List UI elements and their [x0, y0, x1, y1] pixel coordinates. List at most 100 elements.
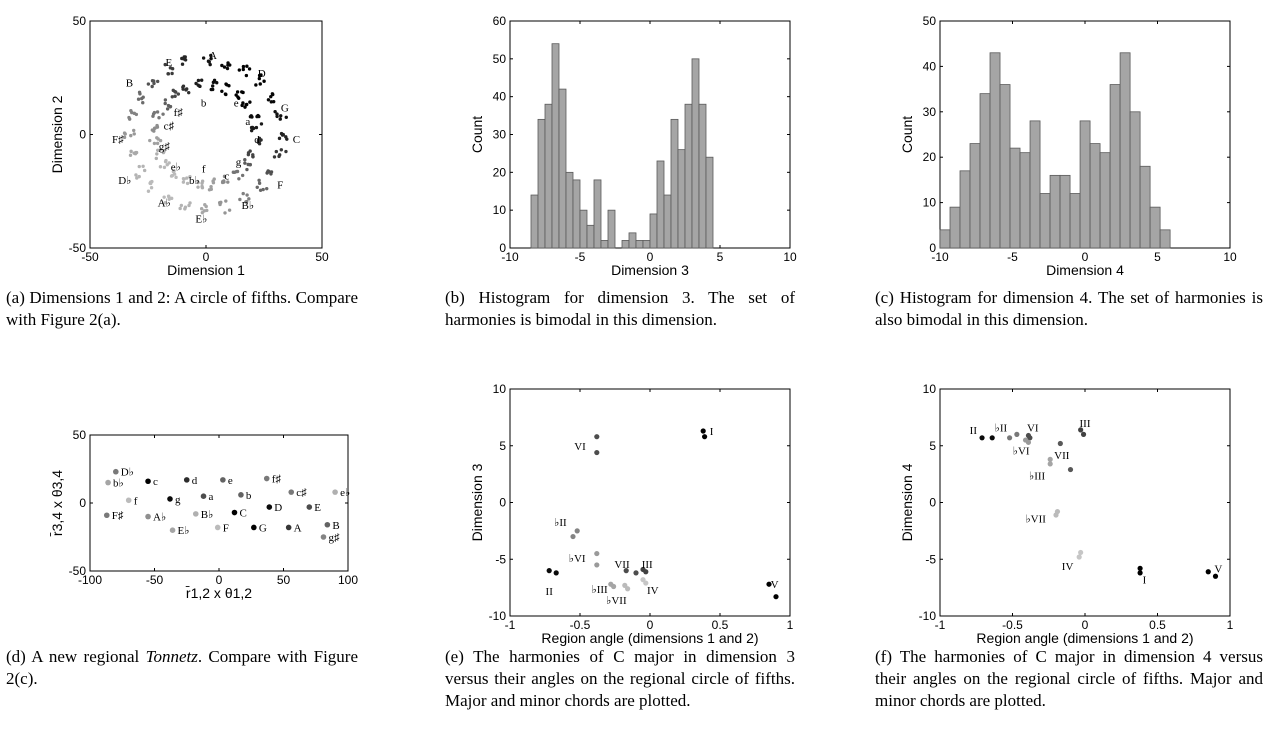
histogram-bar	[558, 88, 567, 249]
data-point	[238, 492, 244, 498]
data-point	[244, 199, 249, 204]
data-point	[243, 105, 247, 109]
y-tick-label: -10	[489, 609, 507, 623]
data-point	[243, 157, 247, 162]
data-point	[220, 63, 224, 68]
histogram-bar	[1159, 229, 1171, 249]
histogram-bar	[698, 103, 707, 249]
histogram-bar	[530, 194, 539, 249]
point-label: B	[126, 77, 133, 89]
data-point	[594, 550, 600, 557]
data-point	[1080, 431, 1087, 437]
y-tick-label: 10	[923, 196, 937, 210]
data-point	[257, 139, 262, 143]
data-point	[275, 114, 279, 119]
y-tick-label: 50	[493, 52, 507, 66]
x-tick-label: 0	[647, 618, 654, 632]
x-tick-label: 100	[338, 573, 358, 587]
data-point	[207, 60, 211, 64]
data-point	[187, 90, 191, 95]
data-point	[278, 117, 282, 121]
histogram-bar	[649, 213, 658, 249]
data-point	[643, 569, 649, 575]
point-label: II	[970, 425, 978, 437]
y-tick-label: 30	[923, 105, 937, 119]
data-point	[277, 136, 282, 141]
data-point	[240, 173, 245, 178]
x-tick-label: 5	[717, 250, 724, 264]
data-point	[149, 181, 153, 186]
data-point	[157, 116, 161, 120]
data-point	[185, 87, 189, 91]
x-tick-label: 10	[783, 250, 797, 264]
x-tick-label: 0.5	[1149, 618, 1166, 632]
histogram-bar	[1059, 174, 1071, 249]
data-point	[209, 185, 213, 189]
histogram-bar	[949, 206, 961, 249]
data-point	[209, 53, 213, 58]
data-point	[155, 141, 160, 146]
point-label: e	[234, 98, 239, 110]
point-label: B	[332, 520, 339, 532]
data-point	[247, 197, 251, 201]
histogram-bar	[1049, 174, 1061, 249]
histogram-bar	[979, 93, 991, 249]
y-axis-label: Dimension 3	[469, 463, 485, 541]
point-label: b♭	[189, 175, 200, 187]
histogram-bar	[1129, 111, 1141, 249]
data-point	[570, 533, 576, 540]
data-point	[129, 133, 133, 138]
y-axis-label: r̄3,4 x θ3,4	[49, 470, 65, 537]
data-point	[246, 152, 251, 157]
data-point	[625, 586, 631, 592]
point-label: II	[546, 586, 554, 598]
point-label: D	[258, 68, 266, 80]
x-tick-label: 0	[216, 573, 223, 587]
data-point	[245, 64, 249, 68]
data-point	[149, 186, 154, 190]
point-label: V	[771, 579, 779, 591]
data-point	[257, 136, 262, 141]
y-tick-label: 50	[73, 14, 87, 28]
panel-f: -1 -0.5 0 0.5 1 -10 -5 0 5 10 Region angle (dimens…	[850, 380, 1271, 742]
data-point	[222, 65, 227, 69]
data-point	[168, 66, 173, 70]
data-point	[137, 164, 141, 169]
x-tick-label: -1	[505, 618, 516, 632]
data-point	[181, 85, 185, 89]
y-tick-label: 0	[929, 496, 936, 510]
point-label: B♭	[241, 200, 254, 212]
histogram-bar	[586, 224, 595, 249]
x-tick-label: -10	[501, 250, 519, 264]
point-label: A♭	[153, 512, 166, 524]
data-point	[166, 194, 171, 198]
chart-e: -1 -0.5 0 0.5 1 -10 -5 0 5 10 Region angle (dimens…	[469, 382, 794, 646]
data-point	[171, 88, 175, 93]
data-point	[210, 84, 215, 88]
data-point	[271, 99, 276, 104]
data-point	[174, 175, 178, 180]
point-label: V	[1214, 563, 1222, 575]
data-point	[251, 155, 255, 159]
y-tick-label: 0	[499, 241, 506, 255]
data-point	[123, 132, 127, 136]
data-point	[220, 89, 224, 93]
data-point	[269, 172, 273, 176]
data-point	[132, 128, 136, 133]
data-point	[225, 83, 229, 87]
data-point	[185, 176, 189, 180]
chart-c: -10 -5 0 5 10 0 10 20 30 40 50 Dimension 4 Count	[899, 14, 1237, 278]
data-point	[1057, 440, 1063, 447]
point-label: D	[274, 502, 282, 514]
histogram-bar	[642, 240, 651, 249]
data-point	[553, 570, 559, 576]
point-label: e♭	[171, 161, 181, 173]
data-point	[1137, 565, 1143, 571]
histogram-bar	[621, 240, 630, 249]
data-point	[188, 201, 192, 205]
data-point	[128, 153, 133, 157]
data-point	[199, 206, 204, 211]
data-point	[154, 156, 159, 161]
y-axis-label: Dimension 4	[899, 463, 915, 541]
point-label: III	[1080, 418, 1091, 430]
